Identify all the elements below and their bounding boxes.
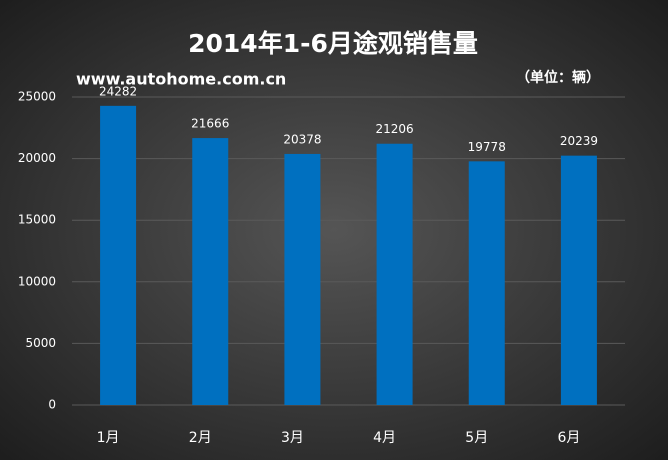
bar [468, 161, 505, 405]
x-tick-label: 5月 [465, 430, 488, 446]
chart-title: 2014年1-6月途观销售量 [188, 29, 478, 58]
x-tick-label: 1月 [97, 430, 120, 446]
bar [100, 105, 137, 405]
data-label: 19778 [468, 140, 506, 154]
x-tick-label: 2月 [189, 430, 212, 446]
data-label: 20239 [560, 134, 598, 148]
bar [560, 155, 597, 405]
x-tick-label: 4月 [373, 430, 396, 446]
chart-subtitle: www.autohome.com.cn [76, 70, 286, 89]
y-tick-label: 0 [48, 398, 56, 412]
y-tick-label: 20000 [18, 151, 56, 165]
y-tick-label: 25000 [18, 90, 56, 104]
y-tick-label: 15000 [18, 213, 56, 227]
data-label: 21666 [191, 117, 229, 131]
y-tick-label: 10000 [18, 274, 56, 288]
x-tick-label: 3月 [281, 430, 304, 446]
unit-note: （单位：辆） [516, 69, 600, 86]
data-label: 24282 [99, 84, 137, 98]
data-label: 20378 [283, 132, 321, 146]
bar [284, 153, 321, 405]
x-tick-label: 6月 [557, 430, 580, 446]
y-tick-label: 5000 [25, 336, 56, 350]
bar [376, 143, 413, 406]
bar [192, 138, 229, 405]
data-label: 21206 [375, 122, 413, 136]
